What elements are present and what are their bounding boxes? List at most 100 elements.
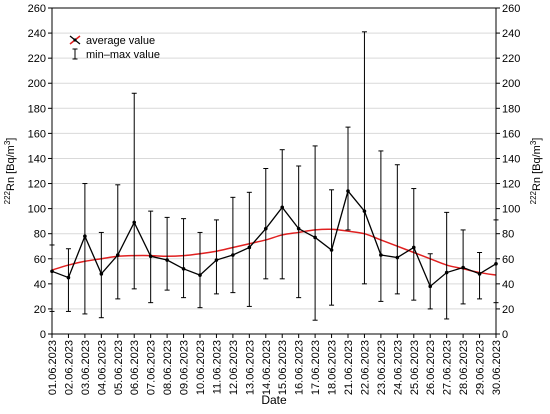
error-bar [197,231,203,309]
y-tick-label-right: 0 [502,329,508,341]
data-point [132,220,137,225]
y-axis-title-right-main: Rn [Bq/m [531,145,543,191]
error-bar [411,188,417,301]
x-tick-label: 07.06.2023 [146,340,158,395]
error-bar [279,149,285,280]
x-tick-label: 22.06.2023 [359,340,371,395]
y-tick-label-right: 160 [502,128,520,140]
y-axis-title-right-close: ] [531,138,543,141]
data-point [329,248,334,252]
y-axis-title-left-close: ] [5,138,17,141]
error-bar [164,216,170,291]
x-tick-label: 15.06.2023 [277,340,289,395]
x-tick-label: 27.06.2023 [442,340,454,395]
data-point [115,253,120,257]
data-point [395,255,400,260]
y-tick-label-right: 260 [502,3,520,15]
x-tick-label: 24.06.2023 [392,340,404,395]
x-tick-label: 29.06.2023 [475,340,487,395]
error-bar [378,150,384,302]
data-point [313,235,317,240]
point-layer [50,189,498,289]
y-axis-title-left-power: 3 [3,140,12,145]
y-tick-label-left: 0 [40,329,46,341]
data-point [477,272,482,276]
data-point [280,205,285,210]
y-axis-title-right-isotope: 222 [529,190,538,204]
x-tick-label: 23.06.2023 [376,340,388,395]
data-point [346,189,350,193]
y-tick-label-left: 140 [28,153,46,165]
y-tick-label-right: 200 [502,78,520,90]
y-tick-label-left: 20 [34,304,46,316]
x-tick-label: 21.06.2023 [343,340,355,395]
y-tick-label-left: 180 [28,103,46,115]
error-bar [65,248,71,312]
error-bar [82,183,88,315]
y-tick-label-right: 60 [502,254,514,266]
error-bar [312,145,318,321]
y-axis-right-ticks: 0 20 40 60 80 100 120 140 160 180 200 220 240 260 [496,3,520,341]
x-tick-label: 14.06.2023 [261,340,273,395]
error-bar [246,191,252,307]
error-bar [230,196,236,294]
data-point [99,272,104,276]
data-point [148,254,153,259]
y-tick-label-right: 100 [502,204,520,216]
data-point [181,267,186,271]
error-bar [263,167,269,280]
y-tick-label-left: 220 [28,53,46,65]
data-point [263,226,268,231]
error-bar [213,219,219,295]
data-point [83,234,87,238]
x-tick-label: 11.06.2023 [211,340,223,394]
y-tick-label-right: 40 [502,279,514,291]
x-tick-label: 30.06.2023 [491,340,503,395]
y-axis-title-left-isotope: 222 [3,190,12,204]
x-tick-label: 08.06.2023 [162,340,174,395]
y-axis-title-right-power: 3 [529,140,538,145]
x-tick-label: 12.06.2023 [228,340,240,395]
x-tick-label: 26.06.2023 [425,340,437,395]
error-bar [394,164,400,295]
x-tick-label: 13.06.2023 [244,340,256,395]
x-tick-label: 04.06.2023 [96,340,108,395]
error-bar [477,252,483,300]
trend-layer [51,228,497,276]
y-tick-label-right: 180 [502,103,520,115]
y-tick-label-right: 240 [502,28,520,40]
x-tick-label: 18.06.2023 [327,340,339,395]
data-point [165,258,169,262]
x-tick-label: 01.06.2023 [47,340,59,395]
y-tick-label-left: 200 [28,78,46,90]
y-tick-label-left: 100 [28,204,46,216]
legend-average-label: average value [86,35,155,47]
error-bar [345,126,351,231]
y-tick-label-left: 160 [28,128,46,140]
y-tick-label-left: 40 [34,279,46,291]
y-tick-label-right: 20 [502,304,514,316]
error-bar [444,211,450,320]
x-tick-label: 17.06.2023 [310,340,322,395]
x-tick-label: 25.06.2023 [409,340,421,395]
x-tick-label: 28.06.2023 [458,340,470,395]
data-point [296,226,301,231]
y-tick-label-right: 140 [502,153,520,165]
x-axis-title: Date [261,393,287,407]
trend-curve [51,228,497,276]
plot-frame [51,7,497,335]
y-axis-title-left-main: Rn [Bq/m [5,145,17,191]
x-tick-label: 05.06.2023 [113,340,125,395]
error-bar [115,184,121,300]
data-point [231,253,235,257]
y-tick-label-right: 120 [502,179,520,191]
x-tick-label: 10.06.2023 [195,340,207,395]
legend: average value min–max value [69,35,160,61]
y-tick-label-left: 260 [28,3,46,15]
y-tick-label-left: 240 [28,28,46,40]
y-tick-label-left: 120 [28,179,46,191]
y-tick-label-left: 60 [34,254,46,266]
data-point [362,209,367,213]
